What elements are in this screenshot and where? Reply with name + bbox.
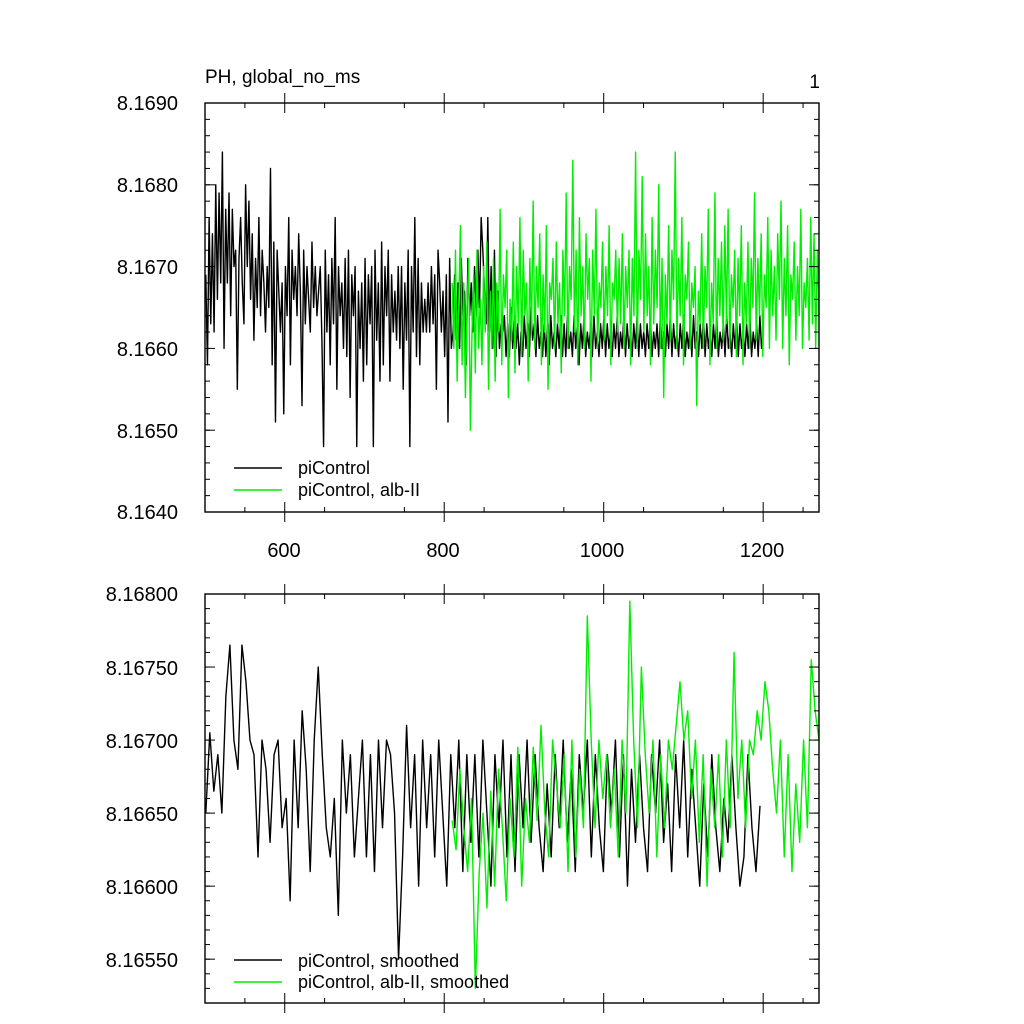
- top-y-tick-label: 8.1660: [117, 339, 178, 361]
- bottom-legend-label-picontrol: piControl, smoothed: [298, 951, 459, 971]
- top-y-tick-label: 8.1690: [117, 93, 178, 115]
- top-series-group: [205, 151, 820, 448]
- bottom-axis-ticks: [205, 584, 819, 1013]
- top-x-tick-label: 600: [267, 540, 300, 562]
- bottom-y-tick-label: 8.16700: [106, 731, 178, 753]
- bottom-y-tick-label: 8.16650: [106, 804, 178, 826]
- top-chart: PH, global_no_ms 1 8.1690 8.1680 8.1670 …: [117, 67, 820, 562]
- top-y-tick-label: 8.1640: [117, 502, 178, 524]
- top-x-tick-label: 800: [426, 540, 459, 562]
- top-chart-title: PH, global_no_ms: [205, 67, 360, 88]
- top-y-tick-label: 8.1680: [117, 175, 178, 197]
- top-y-tick-label: 8.1670: [117, 257, 178, 279]
- bottom-y-tick-labels: 8.16800 8.16750 8.16700 8.16650 8.16600 …: [106, 584, 178, 972]
- bottom-chart: 8.16800 8.16750 8.16700 8.16650 8.16600 …: [106, 584, 820, 1013]
- bottom-plot-frame: [204, 593, 820, 1004]
- bottom-legend: piControl, smoothed piControl, alb-II, s…: [234, 951, 509, 992]
- top-legend-label-alb: piControl, alb-II: [298, 480, 420, 500]
- bottom-y-tick-label: 8.16550: [106, 950, 178, 972]
- bottom-series-line-alb-ii: [451, 600, 820, 990]
- bottom-series-group: [205, 600, 820, 990]
- bottom-legend-label-alb: piControl, alb-II, smoothed: [298, 972, 509, 992]
- bottom-y-tick-label: 8.16600: [106, 877, 178, 899]
- top-legend: piControl piControl, alb-II: [234, 458, 420, 500]
- bottom-y-tick-label: 8.16750: [106, 658, 178, 680]
- top-plot-frame: [204, 102, 820, 513]
- top-y-tick-labels: 8.1690 8.1680 8.1670 8.1660 8.1650 8.164…: [117, 93, 178, 524]
- top-y-tick-label: 8.1650: [117, 421, 178, 443]
- top-x-tick-label: 1200: [740, 540, 785, 562]
- top-axis-ticks: [205, 93, 819, 522]
- bottom-series-line-picontrol: [205, 644, 761, 960]
- top-x-tick-label: 1000: [580, 540, 625, 562]
- top-chart-corner-label: 1: [809, 72, 820, 93]
- top-x-tick-labels: 600 800 1000 1200: [267, 540, 784, 562]
- top-legend-label-picontrol: piControl: [298, 458, 370, 478]
- top-series-line-alb-ii: [451, 151, 820, 431]
- bottom-y-tick-label: 8.16800: [106, 584, 178, 606]
